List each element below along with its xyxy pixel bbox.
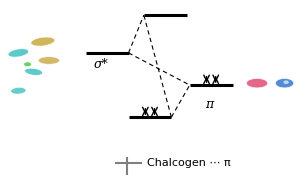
Ellipse shape — [24, 62, 31, 67]
Text: σ*: σ* — [93, 58, 108, 71]
Ellipse shape — [25, 68, 43, 75]
Ellipse shape — [11, 87, 26, 94]
Ellipse shape — [275, 78, 294, 88]
Ellipse shape — [8, 49, 29, 57]
Text: π: π — [206, 98, 214, 111]
Text: Chalcogen ⋯ π: Chalcogen ⋯ π — [147, 158, 230, 167]
Ellipse shape — [31, 37, 55, 46]
Ellipse shape — [38, 57, 60, 64]
Ellipse shape — [284, 81, 288, 84]
Ellipse shape — [246, 78, 268, 88]
